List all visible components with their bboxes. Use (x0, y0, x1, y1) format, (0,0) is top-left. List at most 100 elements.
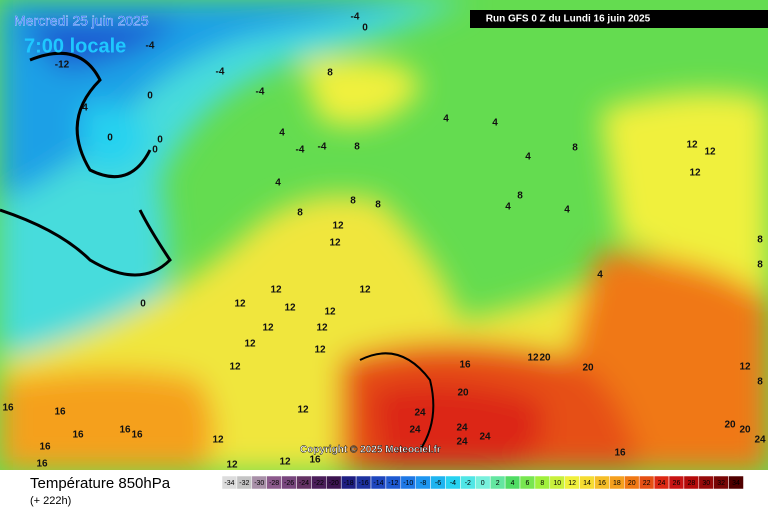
contour-label: -4 (296, 145, 305, 156)
contour-label: 4 (275, 178, 281, 189)
contour-label: 20 (724, 420, 736, 431)
contour-label: 4 (525, 152, 531, 163)
scale-label: -18 (344, 480, 354, 487)
scale-label: -4 (450, 480, 456, 487)
scale-label: -14 (373, 480, 383, 487)
contour-label: -4 (216, 67, 225, 78)
scale-label: 16 (598, 480, 606, 487)
contour-label: 24 (754, 435, 766, 446)
scale-label: 32 (717, 480, 725, 487)
contour-label: -4 (318, 142, 327, 153)
contour-label: 16 (2, 403, 14, 414)
run-banner (470, 10, 768, 28)
contour-label: -4 (256, 87, 265, 98)
scale-label: 18 (613, 480, 621, 487)
forecast-date: Mercredi 25 juin 2025 (14, 13, 149, 29)
scale-label: 12 (568, 480, 576, 487)
contour-label: 12 (314, 345, 326, 356)
scale-label: 20 (628, 480, 636, 487)
contour-label: 24 (456, 423, 468, 434)
scale-label: 10 (553, 480, 561, 487)
contour-label: 0 (362, 23, 368, 34)
scale-label: -28 (269, 480, 279, 487)
contour-label: 12 (704, 147, 716, 158)
scale-label: -34 (224, 480, 234, 487)
contour-label: 20 (539, 353, 551, 364)
contour-label: 4 (279, 128, 285, 139)
contour-label: 12 (244, 339, 256, 350)
scale-label: 24 (658, 480, 666, 487)
scale-label: -2 (465, 480, 471, 487)
contour-label: 12 (234, 299, 246, 310)
contour-label: 20 (582, 363, 594, 374)
scale-label: 28 (687, 480, 695, 487)
contour-label: 24 (409, 425, 421, 436)
contour-label: 4 (564, 205, 570, 216)
contour-label: 0 (140, 299, 146, 310)
scale-label: -26 (284, 480, 294, 487)
contour-label: 8 (354, 142, 360, 153)
contour-label: 0 (152, 145, 158, 156)
scale-label: -16 (358, 480, 368, 487)
contour-label: 12 (297, 405, 309, 416)
contour-label: 12 (226, 460, 238, 471)
contour-label: 8 (350, 196, 356, 207)
contour-label: 12 (689, 168, 701, 179)
scale-swatch (728, 475, 744, 490)
contour-label: 16 (119, 425, 131, 436)
scale-label: -8 (420, 480, 426, 487)
scale-label: 4 (511, 480, 515, 487)
contour-label: 8 (375, 200, 381, 211)
scale-label: -32 (239, 480, 249, 487)
contour-label: 4 (492, 118, 498, 129)
field-title: Température 850hPa (30, 475, 171, 492)
scale-label: 0 (481, 480, 485, 487)
contour-label: 12 (279, 457, 291, 468)
contour-label: 16 (54, 407, 66, 418)
contour-label: 16 (36, 459, 48, 470)
contour-label: 8 (517, 191, 523, 202)
forecast-time: 7:00 locale (24, 35, 126, 57)
contour-label: 8 (757, 235, 763, 246)
scale-label: 2 (496, 480, 500, 487)
contour-label: 12 (212, 435, 224, 446)
contour-label: 12 (270, 285, 282, 296)
contour-label: 4 (597, 270, 603, 281)
contour-label: -4 (351, 12, 360, 23)
scale-label: -20 (329, 480, 339, 487)
scale-label: 6 (525, 480, 529, 487)
contour-label: 12 (324, 307, 336, 318)
color-scale: -34 -32 -30 -28 -26 -24 -22 -20 -18 -16 -14 -12 -10-… (221, 475, 744, 490)
contour-label: 16 (72, 430, 84, 441)
contour-label: 12 (332, 221, 344, 232)
contour-label: 16 (614, 448, 626, 459)
contour-label: 4 (82, 103, 88, 114)
contour-label: 12 (739, 362, 751, 373)
copyright: Copyright © 2025 Meteociel.fr (300, 445, 441, 456)
contour-label: 16 (131, 430, 143, 441)
contour-label: 16 (309, 455, 321, 466)
contour-label: 16 (39, 442, 51, 453)
contour-label: 12 (527, 353, 539, 364)
contour-label: -12 (55, 60, 70, 71)
contour-label: 12 (359, 285, 371, 296)
contour-label: -4 (146, 41, 155, 52)
contour-label: 8 (297, 208, 303, 219)
scale-label: -6 (435, 480, 441, 487)
contour-label: 4 (505, 202, 511, 213)
contour-label: 12 (284, 303, 296, 314)
run-info: Run GFS 0 Z du Lundi 16 juin 2025 (486, 14, 651, 25)
scale-label: -30 (254, 480, 264, 487)
scale-label: 30 (702, 480, 710, 487)
contour-label: 16 (459, 360, 471, 371)
scale-label: 26 (673, 480, 681, 487)
contour-label: 12 (316, 323, 328, 334)
contour-label: 12 (262, 323, 274, 334)
contour-label: 20 (739, 425, 751, 436)
contour-label: 8 (757, 260, 763, 271)
scale-label: 22 (643, 480, 651, 487)
contour-label: 24 (414, 408, 426, 419)
contour-label: 20 (457, 388, 469, 399)
